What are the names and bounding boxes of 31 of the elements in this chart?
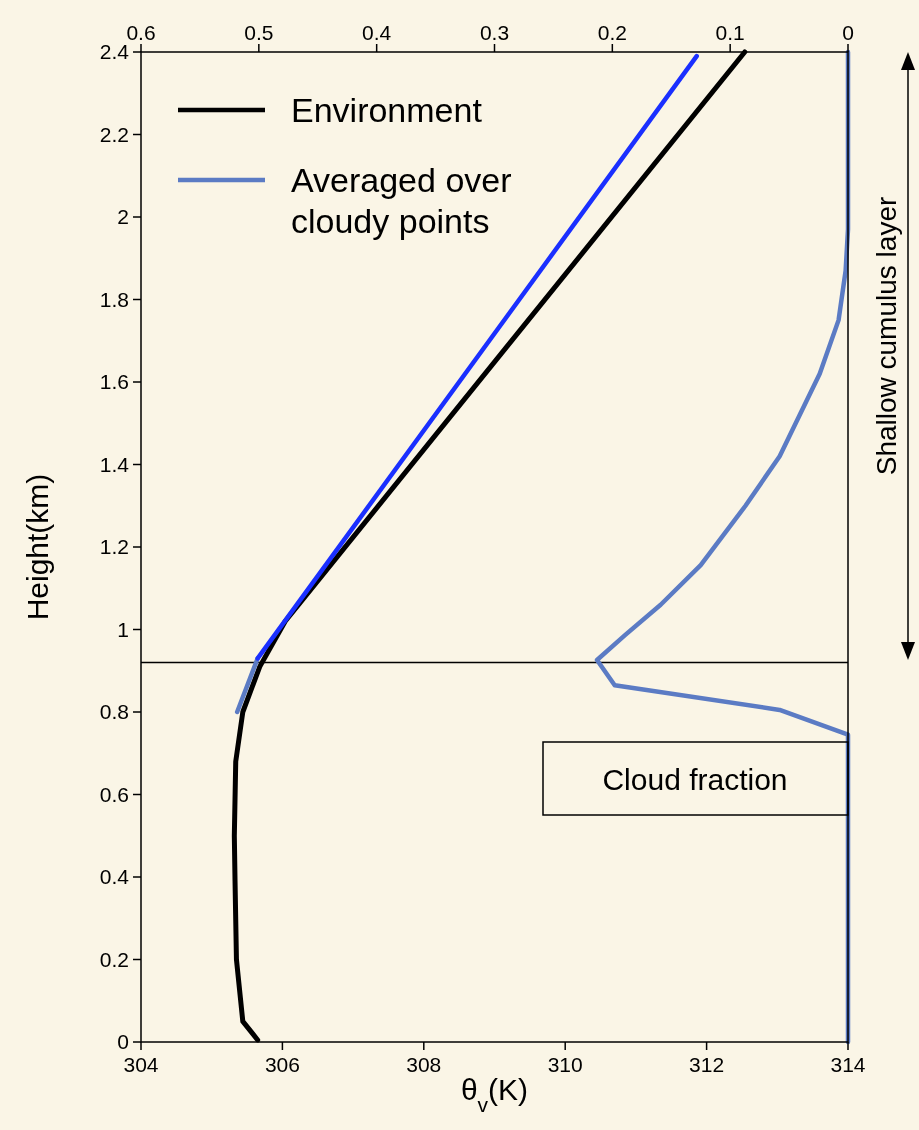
x-tick-label: 308: [406, 1053, 442, 1076]
y-tick-label: 0.6: [99, 782, 129, 806]
x2-tick-label: 0.5: [244, 21, 274, 44]
y-axis-title: Height(km): [21, 473, 54, 621]
y-tick-label: 0.2: [99, 947, 129, 971]
y-tick-label: 1.2: [99, 535, 129, 559]
x2-tick-label: 0.2: [597, 21, 627, 44]
y-tick-label: 1: [117, 617, 129, 641]
x-tick-label: 310: [547, 1053, 583, 1076]
x2-tick-label: 0: [842, 21, 854, 44]
y-tick-label: 0.4: [99, 865, 130, 889]
x-tick-label: 304: [123, 1053, 159, 1076]
annotation: Cloud fraction: [602, 762, 788, 796]
y-tick-label: 2.4: [99, 40, 130, 64]
y-tick-label: 2.2: [99, 122, 129, 146]
x-tick-label: 306: [264, 1053, 300, 1076]
text: Shallow cumulus layer: [871, 196, 902, 476]
x-tick-label: 314: [830, 1053, 866, 1076]
y-tick-label: 0.8: [99, 700, 129, 724]
y-tick-label: 1.4: [99, 452, 130, 476]
x2-tick-label: 0.1: [715, 21, 745, 44]
y-tick-label: 2: [117, 205, 129, 229]
x2-tick-label: 0.4: [362, 21, 392, 44]
x-axis-title: θ$_{v}$(K): [460, 1073, 529, 1116]
x2-tick-label: 0.3: [479, 21, 510, 44]
y-tick-label: 1.6: [99, 370, 129, 394]
legend-label: Averaged over cloudy points: [291, 160, 512, 240]
x-tick-label: 312: [689, 1053, 725, 1076]
legend-label: Environment: [291, 90, 483, 129]
y-tick-label: 1.8: [99, 287, 129, 311]
y-tick-label: 0: [117, 1030, 129, 1054]
